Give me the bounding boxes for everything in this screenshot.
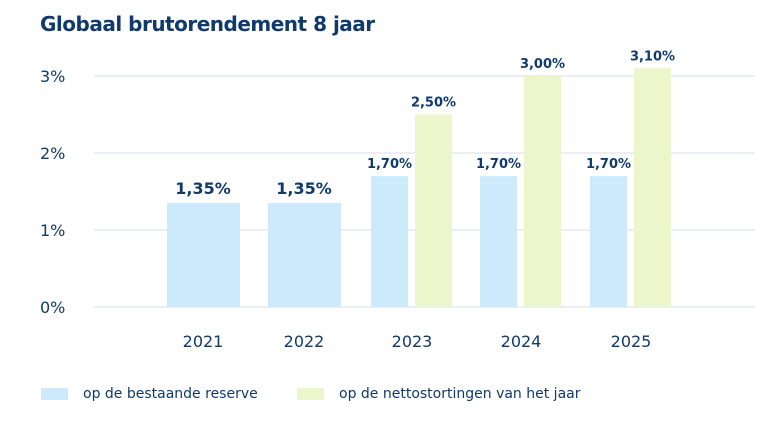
y-tick-label: 3% <box>40 67 65 86</box>
bar-reserve <box>480 176 517 307</box>
data-label: 3,10% <box>630 49 675 64</box>
legend-item-netto: op de nettostortingen van het jaar <box>297 386 580 402</box>
y-tick-label: 0% <box>40 298 65 317</box>
legend-swatch-reserve <box>41 388 68 400</box>
legend-swatch-netto <box>297 388 324 400</box>
bar-reserve <box>167 203 240 307</box>
legend-label-netto: op de nettostortingen van het jaar <box>339 386 581 402</box>
data-label: 3,00% <box>520 57 565 72</box>
y-tick-label: 1% <box>40 221 65 240</box>
x-tick-label: 2025 <box>611 332 652 351</box>
bar-netto <box>634 68 671 307</box>
y-tick-label: 2% <box>40 144 65 163</box>
data-label: 1,70% <box>367 157 412 172</box>
legend-label-reserve: op de bestaande reserve <box>83 386 258 402</box>
data-label: 1,35% <box>175 179 231 198</box>
bar-netto <box>415 114 452 307</box>
x-tick-label: 2021 <box>183 332 224 351</box>
x-tick-label: 2024 <box>501 332 542 351</box>
bar-netto <box>524 76 561 307</box>
data-label: 1,35% <box>276 179 332 198</box>
bar-reserve <box>371 176 408 307</box>
data-label: 1,70% <box>476 157 521 172</box>
data-label: 1,70% <box>586 157 631 172</box>
x-tick-label: 2023 <box>392 332 433 351</box>
bar-reserve <box>590 176 627 307</box>
chart-title: Globaal brutorendement 8 jaar <box>40 12 375 36</box>
legend-item-reserve: op de bestaande reserve <box>41 386 258 402</box>
x-tick-label: 2022 <box>284 332 325 351</box>
bar-reserve <box>268 203 341 307</box>
data-label: 2,50% <box>411 96 456 111</box>
